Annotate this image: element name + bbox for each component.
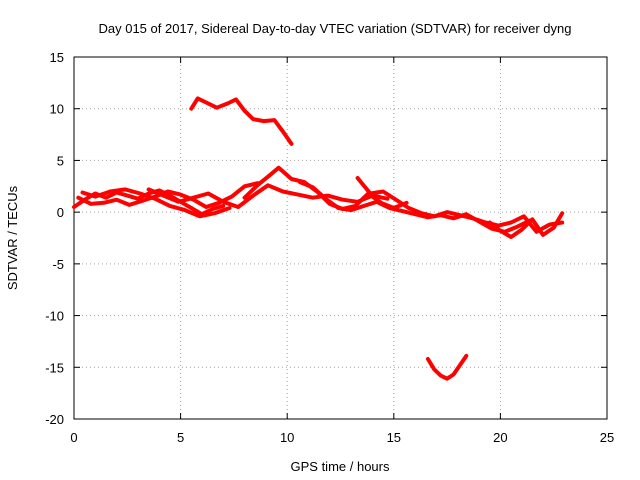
x-tick-label: 10 xyxy=(280,430,294,445)
series-line-track-high xyxy=(189,96,294,146)
x-tick-label: 0 xyxy=(70,430,77,445)
series-line-track-c xyxy=(80,187,232,219)
plot-frame xyxy=(73,56,608,420)
data-series xyxy=(72,96,565,381)
y-tick-label: -5 xyxy=(52,257,64,272)
y-axis-label: SDTVAR / TECUs xyxy=(5,185,20,290)
chart-title: Day 015 of 2017, Sidereal Day-to-day VTE… xyxy=(98,21,571,36)
x-tick-label: 15 xyxy=(387,430,401,445)
grid xyxy=(74,57,607,419)
x-tick-label: 20 xyxy=(493,430,507,445)
y-tick-label: 5 xyxy=(57,153,64,168)
series-line-track-low xyxy=(425,353,469,381)
y-tick-label: -15 xyxy=(45,360,64,375)
y-tick-label: -10 xyxy=(45,309,64,324)
x-axis-label: GPS time / hours xyxy=(291,459,390,474)
y-tick-label: 0 xyxy=(57,205,64,220)
y-tick-label: 10 xyxy=(50,102,64,117)
x-tick-label: 5 xyxy=(177,430,184,445)
series-line-track-h xyxy=(487,211,565,239)
series-line-track-f xyxy=(298,180,533,234)
x-tick-label: 25 xyxy=(600,430,614,445)
axis-ticks: 0 5 10 15 20 25 15 10 5 0 -5 -10 -15 -20 xyxy=(45,50,614,445)
series-line-track-d xyxy=(146,183,390,209)
y-tick-label: 15 xyxy=(50,50,64,65)
series-line-track-b xyxy=(76,181,260,209)
y-tick-label: -20 xyxy=(45,412,64,427)
